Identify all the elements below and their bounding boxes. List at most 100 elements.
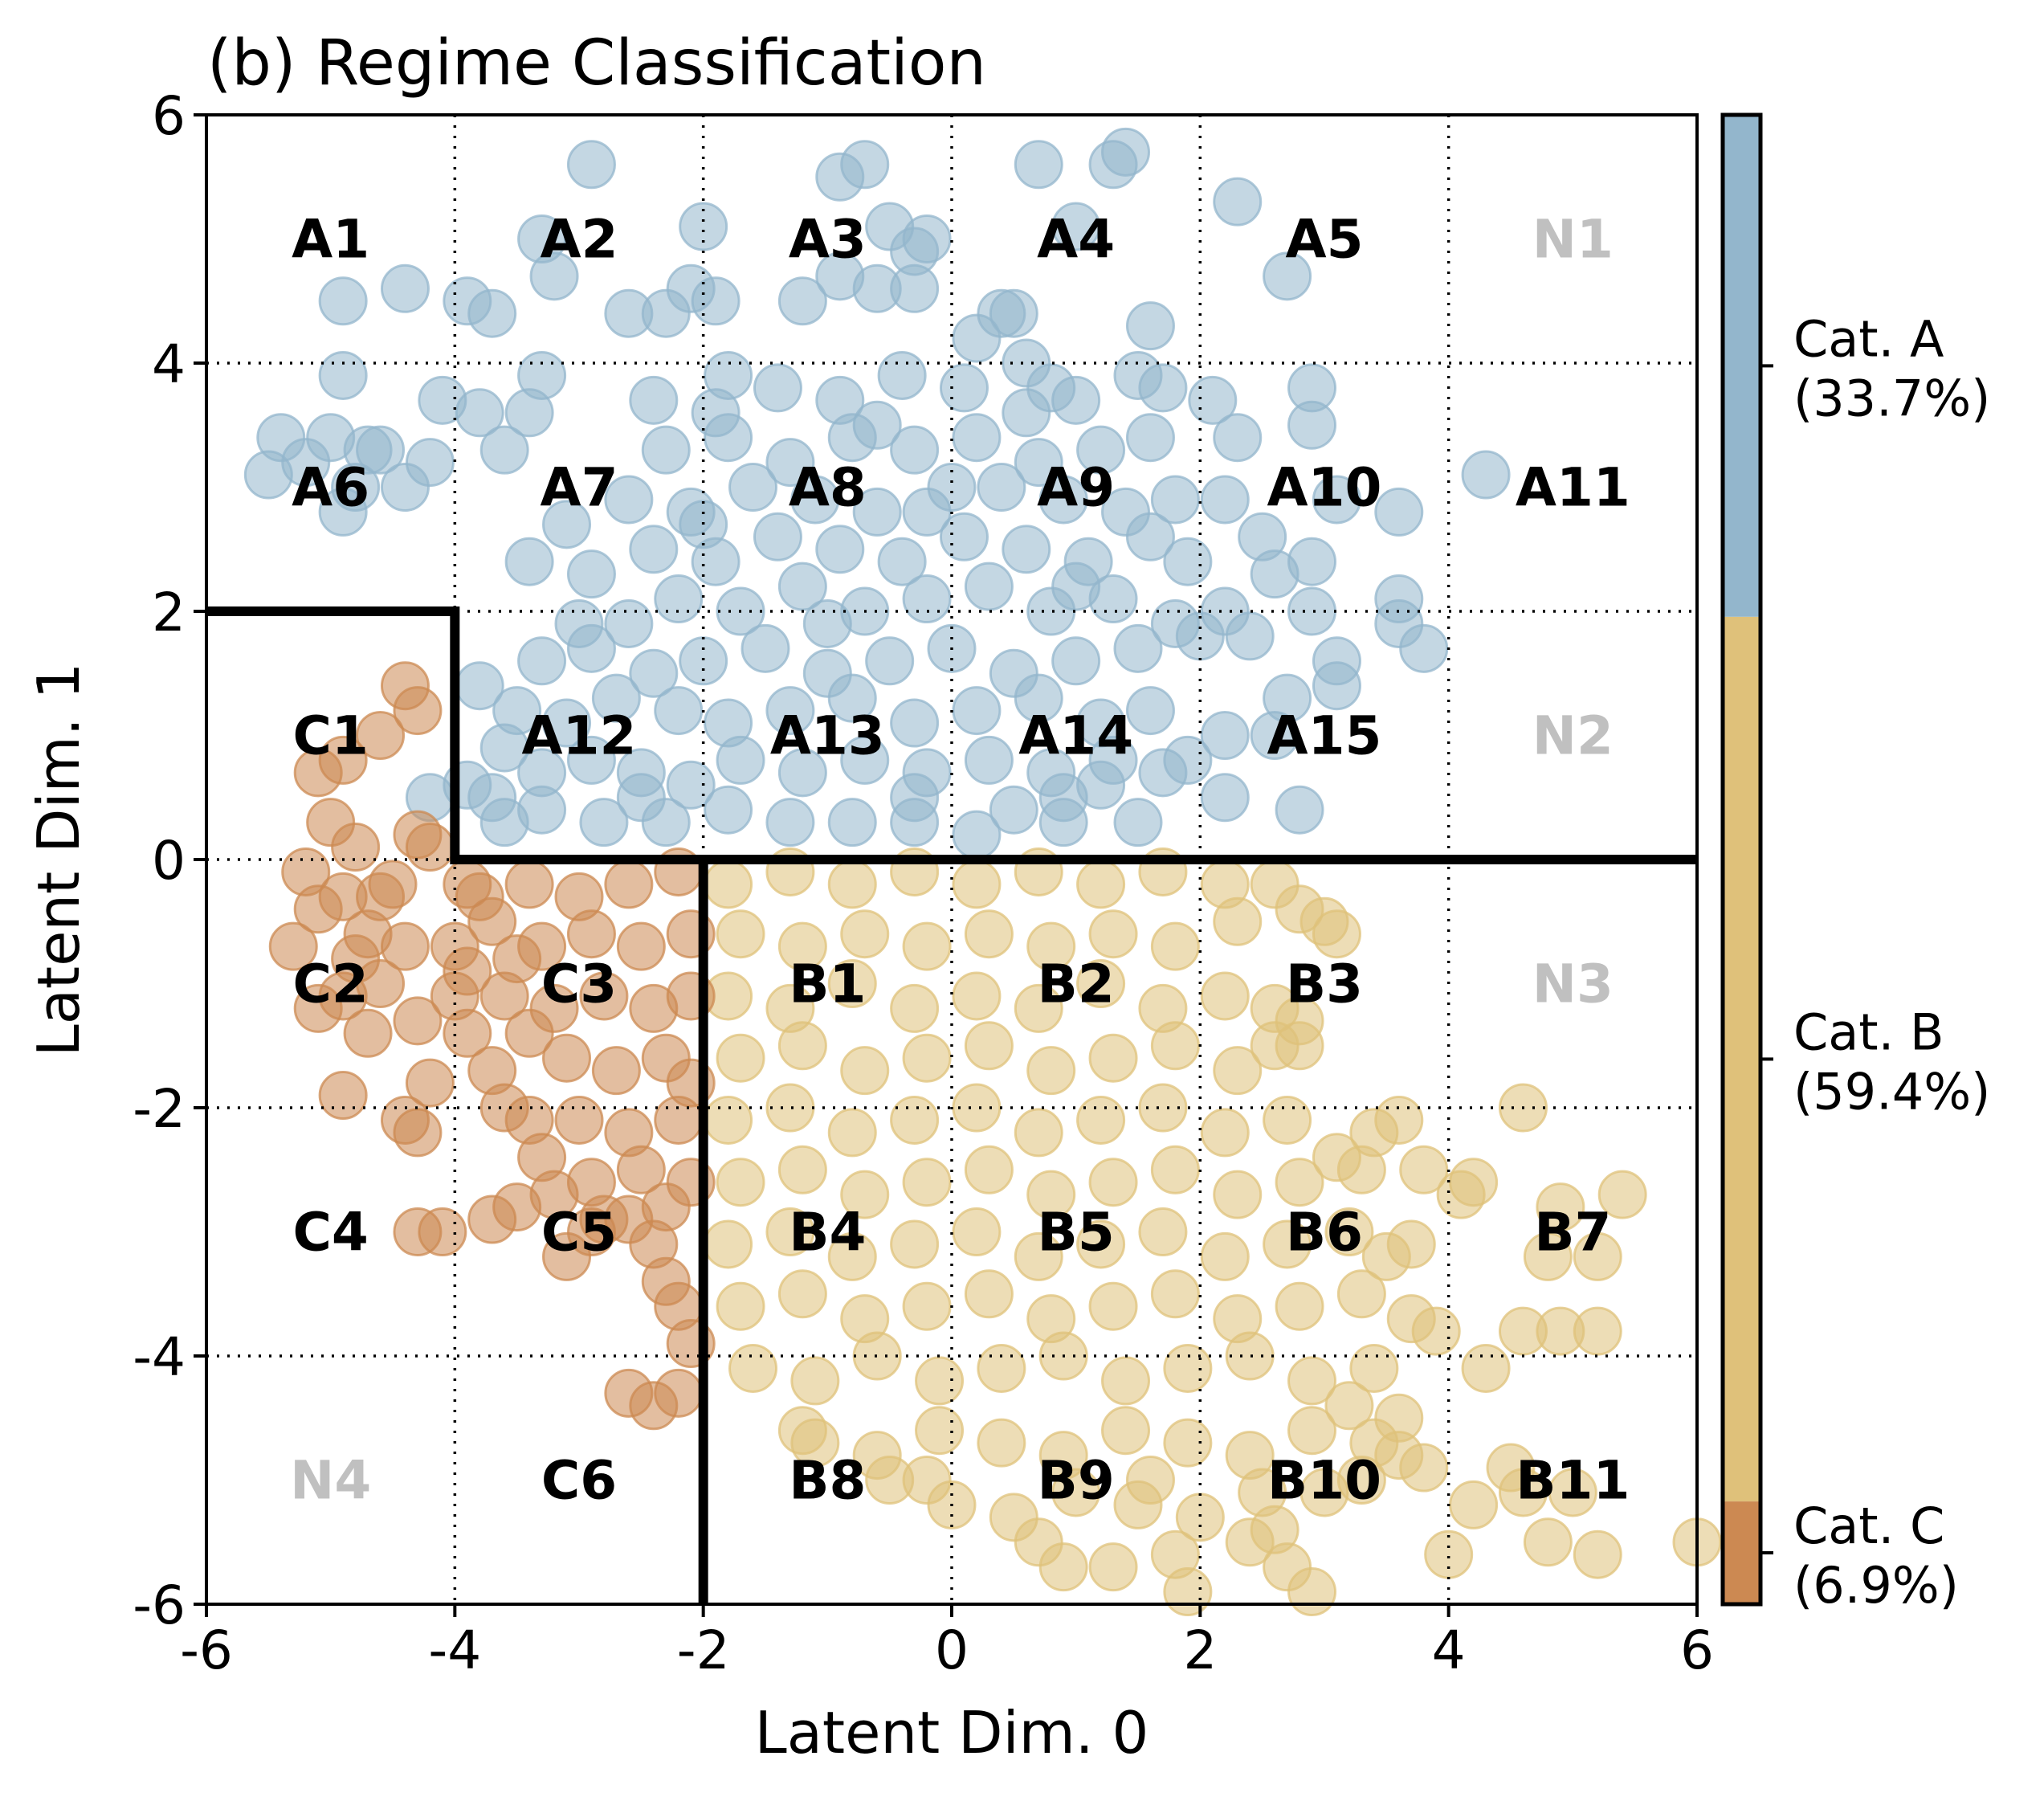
region-label-a3: A3 — [789, 209, 867, 271]
point-b-36 — [902, 1033, 952, 1083]
point-b-79 — [1200, 1231, 1250, 1281]
point-a-29 — [777, 276, 827, 326]
point-c-69 — [504, 1008, 554, 1058]
colorbar-share-c: (6.9%) — [1793, 1556, 1959, 1615]
point-b-136 — [1336, 1456, 1386, 1505]
y-axis-label: Latent Dim. 1 — [25, 663, 92, 1057]
point-c-14 — [380, 921, 430, 971]
point-a-25 — [679, 202, 728, 251]
colorbar: Cat. C(6.9%) Cat. B(59.4%) Cat. A(33.7%) — [1720, 112, 1990, 1615]
point-c-49 — [604, 860, 654, 909]
point-a-43 — [1051, 375, 1101, 425]
point-b-62 — [1026, 1170, 1076, 1219]
region-label-c5: C5 — [541, 1202, 617, 1264]
point-a-107 — [704, 698, 753, 748]
point-a-40 — [952, 313, 1002, 363]
point-a-70 — [1250, 711, 1299, 760]
y-tick-label: -2 — [133, 1078, 186, 1140]
point-a-79 — [989, 785, 1038, 835]
point-a-170 — [877, 350, 927, 400]
region-label-b11: B11 — [1516, 1450, 1630, 1512]
point-a-173 — [852, 400, 902, 450]
point-a-187 — [616, 773, 666, 823]
point-b-63 — [1088, 1158, 1138, 1207]
point-b-120 — [977, 1418, 1026, 1468]
point-b-48 — [952, 1083, 1002, 1133]
colorbar-share-b: (59.4%) — [1793, 1062, 1990, 1121]
point-a-165 — [1125, 413, 1175, 463]
point-a-140 — [753, 512, 802, 562]
region-label-b2: B2 — [1038, 954, 1115, 1015]
point-b-30 — [1200, 971, 1250, 1021]
point-b-65 — [1213, 1170, 1263, 1219]
point-b-83 — [1436, 1170, 1486, 1219]
region-label-b4: B4 — [789, 1202, 866, 1264]
point-a-67 — [1287, 586, 1337, 636]
point-a-117 — [629, 648, 679, 698]
point-a-179 — [1163, 537, 1213, 586]
point-c-76 — [579, 1195, 629, 1244]
point-b-87 — [1597, 1170, 1647, 1219]
region-label-a10: A10 — [1267, 457, 1382, 519]
point-c-70 — [455, 872, 504, 921]
point-c-19 — [343, 1008, 393, 1058]
point-a-16 — [455, 388, 504, 438]
point-a-76 — [1113, 798, 1163, 847]
point-b-95 — [1150, 1269, 1200, 1319]
point-b-21 — [1312, 909, 1361, 959]
point-b-51 — [1138, 1083, 1188, 1133]
region-label-n4: N4 — [290, 1450, 371, 1512]
point-b-61 — [964, 1145, 1014, 1195]
point-a-155 — [1101, 487, 1151, 537]
point-c-47 — [504, 860, 554, 909]
point-b-56 — [1374, 1095, 1424, 1145]
point-a-169 — [815, 375, 865, 425]
point-a-37 — [890, 263, 940, 313]
point-b-40 — [1150, 1021, 1200, 1071]
point-c-75 — [641, 1182, 691, 1232]
region-label-b5: B5 — [1038, 1202, 1115, 1264]
point-a-50 — [1138, 363, 1188, 413]
x-tick-label: 4 — [1432, 1619, 1466, 1681]
region-label-a5: A5 — [1285, 209, 1363, 271]
point-a-99 — [964, 735, 1014, 785]
point-b-86 — [1573, 1231, 1622, 1281]
point-b-39 — [1088, 1033, 1138, 1083]
point-a-104 — [542, 698, 592, 748]
point-c-74 — [331, 934, 381, 984]
point-a-21 — [529, 251, 579, 301]
point-a-128 — [654, 574, 704, 624]
chart-title: (b) Regime Classification — [207, 27, 986, 100]
point-b-18 — [1213, 896, 1263, 946]
point-a-141 — [815, 525, 865, 574]
point-a-60 — [1374, 487, 1424, 537]
region-label-a11: A11 — [1516, 457, 1630, 519]
region-label-a14: A14 — [1018, 705, 1133, 767]
point-b-52 — [1200, 1108, 1250, 1158]
point-a-125 — [1113, 623, 1163, 673]
point-c-25 — [418, 1207, 467, 1256]
point-c-77 — [529, 1170, 579, 1219]
point-a-51 — [1213, 177, 1263, 227]
point-a-119 — [740, 623, 790, 673]
point-a-75 — [1200, 773, 1250, 823]
region-label-a2: A2 — [540, 209, 618, 271]
point-b-113 — [1287, 1356, 1337, 1406]
point-a-153 — [977, 463, 1026, 512]
region-label-a9: A9 — [1037, 457, 1115, 519]
point-b-73 — [827, 1231, 877, 1281]
region-label-c6: C6 — [541, 1450, 617, 1512]
point-b-77 — [1076, 1219, 1126, 1269]
point-b-25 — [890, 983, 940, 1033]
point-a-27 — [604, 288, 654, 338]
x-tick-label: 0 — [935, 1619, 969, 1681]
point-b-116 — [1461, 1343, 1511, 1393]
y-tick-label: 2 — [152, 582, 186, 643]
point-b-53 — [1263, 1095, 1312, 1145]
x-tick-label: 2 — [1183, 1619, 1217, 1681]
region-label-b8: B8 — [789, 1450, 866, 1512]
point-a-8 — [243, 450, 293, 500]
point-c-20 — [405, 1058, 455, 1108]
point-b-35 — [840, 1046, 890, 1096]
point-a-22 — [566, 140, 616, 190]
